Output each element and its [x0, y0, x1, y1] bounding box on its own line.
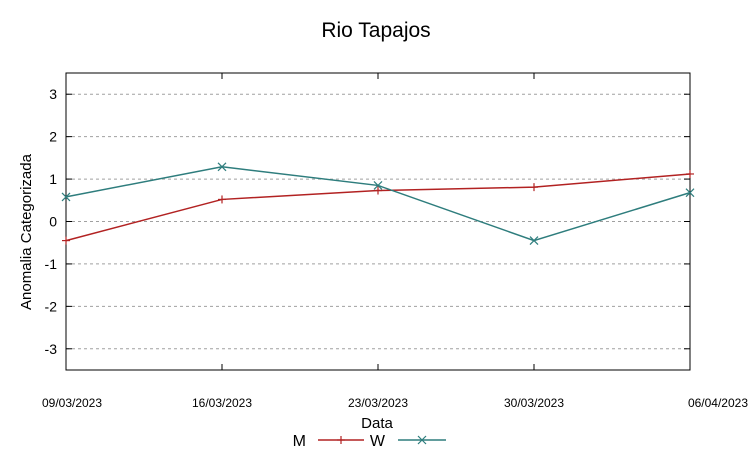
- x-axis-label: Data: [361, 415, 393, 432]
- x-tick-label: 16/03/2023: [192, 396, 252, 410]
- y-axis: 3 2 1 0 -1 -2 -3: [45, 86, 690, 357]
- x-tick-label: 06/04/2023: [688, 396, 748, 410]
- y-tick-label: 0: [49, 214, 57, 230]
- y-tick-label: -3: [45, 341, 58, 357]
- data-point-m: [374, 186, 382, 195]
- x-tick-label: 23/03/2023: [348, 396, 408, 410]
- data-point-w: [373, 181, 383, 190]
- series-line-w: [65, 166, 691, 242]
- series-layer: [61, 162, 695, 246]
- x-tick-label: 30/03/2023: [504, 396, 564, 410]
- y-tick-label: -2: [45, 298, 58, 314]
- gridlines: [66, 93, 690, 350]
- x-axis: 09/03/2023 16/03/2023 23/03/2023 30/03/2023…: [42, 73, 748, 410]
- y-tick-label: 3: [49, 86, 57, 102]
- data-point-m: [686, 169, 694, 178]
- data-point-w: [61, 192, 71, 202]
- data-point-m: [62, 236, 70, 245]
- y-tick-label: -1: [45, 256, 58, 272]
- chart-title: Rio Tapajos: [321, 19, 430, 42]
- data-point-m: [218, 195, 226, 204]
- x-tick-label: 09/03/2023: [42, 396, 102, 410]
- y-tick-label: 2: [49, 129, 57, 145]
- series-line-m: [65, 173, 691, 242]
- data-point-w: [685, 188, 695, 198]
- y-tick-label: 1: [49, 171, 57, 187]
- data-point-w: [529, 236, 539, 246]
- legend-marker-w: [417, 435, 427, 445]
- legend-label-m: M: [293, 433, 306, 450]
- data-point-w: [217, 162, 227, 172]
- legend-label-w: W: [370, 433, 386, 450]
- legend-marker-m: [337, 436, 345, 444]
- data-point-m: [530, 183, 538, 192]
- y-axis-label: Anomalia Categorizada: [18, 153, 35, 310]
